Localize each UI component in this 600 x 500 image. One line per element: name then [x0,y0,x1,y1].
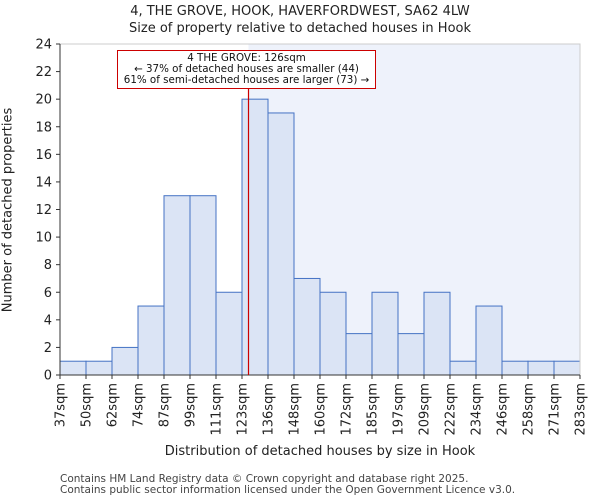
bar [475,305,503,376]
y-tick-label: 14 [35,175,52,190]
bar [293,277,321,376]
bar [137,305,165,376]
y-tick-label: 20 [35,93,52,108]
bar [397,333,425,376]
x-tick-label: 209sqm [418,383,433,436]
x-tick-label: 37sqm [54,383,69,427]
y-tick-label: 18 [35,120,52,135]
bar [501,360,529,376]
x-tick-label: 74sqm [132,383,147,427]
bar [319,291,347,376]
bar [163,195,191,376]
bar [449,360,477,376]
bar [553,360,581,376]
y-tick-label: 12 [35,203,52,218]
y-tick-label: 0 [44,369,52,384]
footer-line-1: Contains HM Land Registry data © Crown c… [60,473,469,485]
bar [423,291,451,376]
y-tick-label: 10 [35,231,52,246]
bar [267,112,295,376]
x-tick-label: 87sqm [158,383,173,427]
x-tick-label: 258sqm [522,383,537,436]
bar [241,98,269,376]
x-tick-label: 185sqm [366,383,381,436]
y-tick-label: 8 [44,258,52,273]
y-tick-label: 16 [35,148,52,163]
x-tick-label: 271sqm [548,383,563,436]
x-tick-label: 99sqm [184,383,199,427]
bar [85,360,113,376]
x-tick-label: 222sqm [444,383,459,436]
y-tick-label: 2 [44,341,52,356]
x-axis-label: Distribution of detached houses by size … [164,444,476,459]
chart-subtitle: Size of property relative to detached ho… [129,21,471,36]
annotation-line-2: ← 37% of detached houses are smaller (44… [134,62,359,75]
x-tick-label: 50sqm [80,383,95,427]
x-tick-label: 160sqm [314,383,329,436]
x-tick-label: 148sqm [288,383,303,436]
bar [59,360,87,376]
y-axis-label: Number of detached properties [0,107,16,313]
x-tick-label: 246sqm [496,383,511,436]
bar [215,291,243,376]
chart-title: 4, THE GROVE, HOOK, HAVERFORDWEST, SA62 … [130,4,470,19]
y-tick-label: 24 [35,38,52,53]
bar [345,333,373,376]
annotation-box: 4 THE GROVE: 126sqm ← 37% of detached ho… [117,50,376,89]
bar [527,360,555,376]
x-tick-label: 172sqm [340,383,355,436]
annotation-line-3: 61% of semi-detached houses are larger (… [123,73,370,86]
y-tick-label: 6 [44,286,52,301]
bar [111,346,139,376]
x-tick-label: 123sqm [236,383,251,436]
bar [189,195,217,376]
x-tick-label: 136sqm [262,383,277,436]
x-tick-label: 62sqm [106,383,121,427]
bar [371,291,399,376]
x-tick-label: 197sqm [392,383,407,436]
footer-line-2: Contains public sector information licen… [60,484,516,496]
x-tick-label: 234sqm [470,383,485,436]
x-tick-label: 283sqm [574,383,589,436]
annotation-line-1: 4 THE GROVE: 126sqm [187,52,306,64]
y-tick-label: 4 [44,313,52,328]
x-tick-label: 111sqm [210,383,225,436]
y-tick-label: 22 [35,65,52,80]
